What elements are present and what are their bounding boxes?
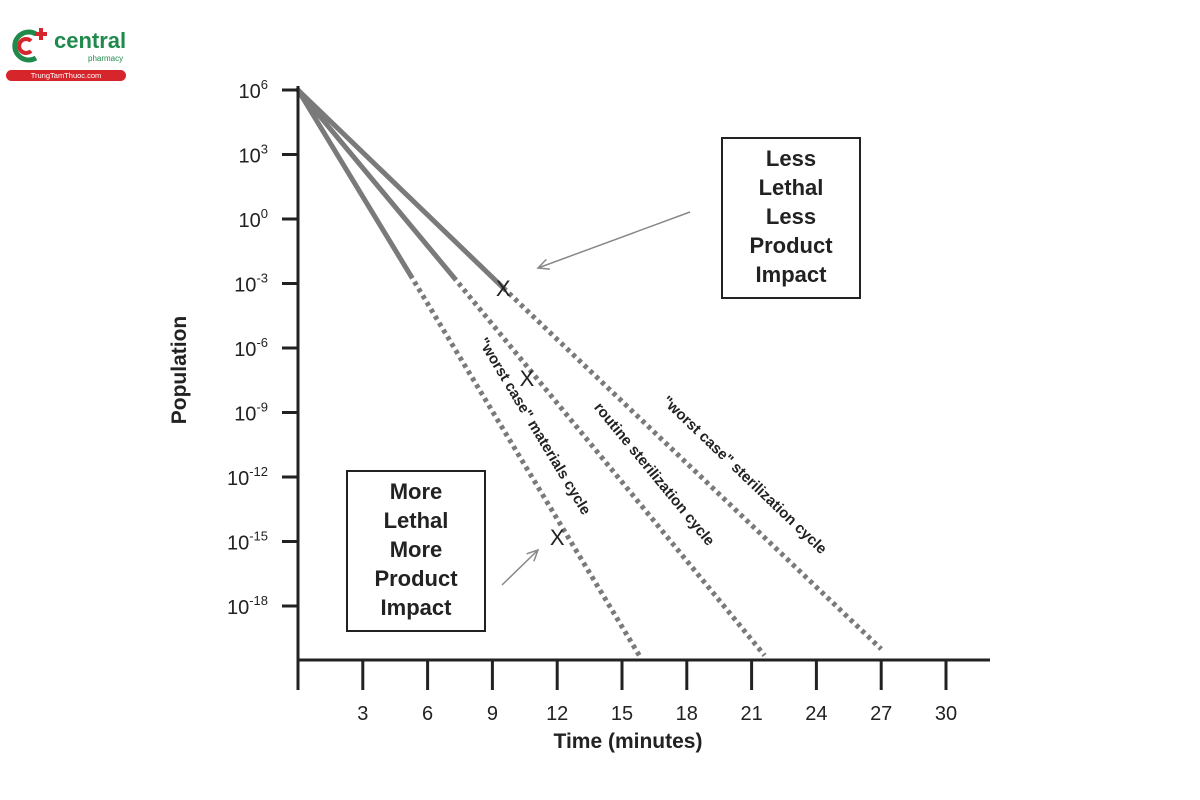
y-tick-label: 103 — [239, 142, 268, 168]
y-tick-label: 10-18 — [227, 593, 268, 619]
y-tick-label: 10-12 — [227, 464, 268, 490]
logo-subtitle: pharmacy — [88, 54, 124, 63]
series-solid-line — [295, 87, 506, 291]
series-dotted-line — [501, 285, 883, 651]
series-dotted-line — [408, 273, 642, 657]
annotation-text: Less — [766, 146, 816, 171]
arrowhead-icon — [536, 258, 551, 270]
x-tick-label: 27 — [870, 703, 892, 725]
arrowhead-icon — [526, 548, 540, 562]
y-tick-label: 10-9 — [234, 400, 268, 426]
annotation-box: More Lethal More Product Impact — [346, 470, 540, 632]
annotation-box: Less Lethal Less Product Impact — [536, 137, 861, 299]
annotation-text: Impact — [756, 262, 828, 287]
annotation-text: Lethal — [384, 508, 449, 533]
y-tick-label: 100 — [239, 206, 268, 232]
logo-website: TrungTamThuoc.com — [6, 70, 126, 81]
x-tick-label: 30 — [935, 703, 957, 725]
series-solid-line — [295, 87, 413, 278]
x-tick-label: 18 — [676, 703, 698, 725]
annotation-layer: LessLethalLessProductImpactMoreLethalMor… — [346, 137, 861, 632]
annotation-frame — [721, 137, 861, 299]
annotation-text: More — [390, 537, 443, 562]
y-tick-label: 10-15 — [227, 529, 268, 555]
series-marker: X — [520, 366, 535, 391]
annotation-arrow — [501, 549, 539, 586]
axis-layer — [282, 86, 990, 690]
logo: central pharmacy TrungTamThuoc.com — [6, 24, 130, 84]
y-tick-label: 10-3 — [234, 271, 268, 297]
annotation-text: Product — [749, 233, 833, 258]
x-axis-title: Time (minutes) — [554, 730, 703, 753]
x-tick-label: 21 — [740, 703, 762, 725]
x-tick-label: 3 — [357, 703, 368, 725]
series-layer — [295, 87, 883, 658]
annotation-text: Impact — [381, 595, 453, 620]
annotation-text: Lethal — [759, 175, 824, 200]
x-tick-label: 12 — [546, 703, 568, 725]
y-tick-label: 106 — [239, 77, 268, 103]
series-dotted-line — [451, 275, 767, 658]
series-solid-line — [295, 87, 457, 280]
y-tick-label: 10-6 — [234, 335, 268, 361]
series-label: "worst case" sterilization cycle — [658, 393, 830, 558]
x-tick-label: 6 — [422, 703, 433, 725]
central-pharmacy-logo-icon — [12, 28, 47, 63]
y-axis-title: Population — [168, 316, 191, 425]
series-marker: X — [550, 525, 565, 550]
annotation-text: Less — [766, 204, 816, 229]
annotation-text: More — [390, 479, 443, 504]
x-tick-label: 15 — [611, 703, 633, 725]
x-tick-label: 9 — [487, 703, 498, 725]
annotation-text: Product — [374, 566, 458, 591]
logo-name: central — [54, 28, 127, 53]
series-marker: X — [496, 276, 511, 301]
annotation-arrow — [537, 211, 691, 269]
x-tick-label: 24 — [805, 703, 827, 725]
annotation-frame — [346, 470, 486, 632]
